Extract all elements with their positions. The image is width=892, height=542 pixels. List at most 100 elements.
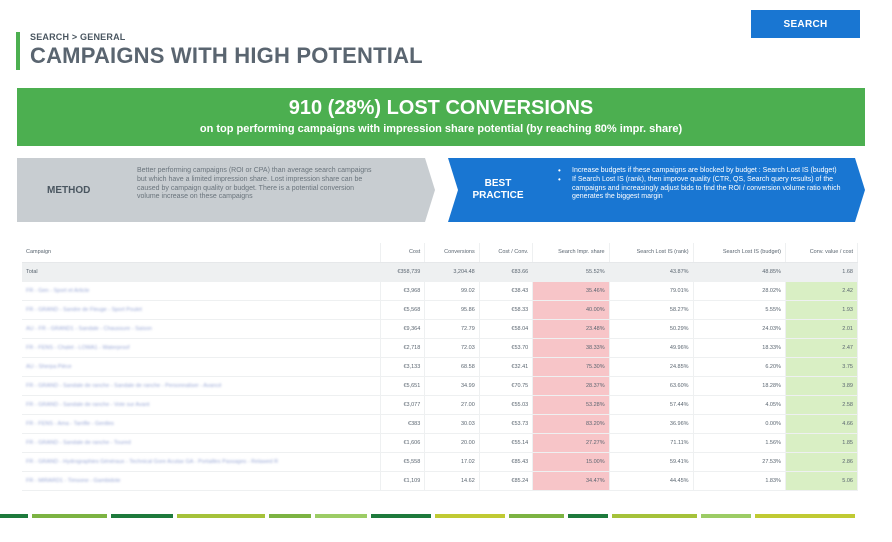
campaign-name-cell[interactable]: FR - FENS - Ama - Tarrifle - Gentles [22, 414, 382, 434]
search-button[interactable]: SEARCH [751, 10, 860, 38]
table-cell: 28.02% [693, 281, 786, 301]
table-cell: 18.33% [693, 338, 786, 358]
table-cell: 99.02 [424, 281, 480, 301]
table-cell: 2.58 [785, 395, 859, 415]
table-body: Total €358,739 3,204.48 €83.66 55.52% 43.87% 4… [22, 262, 859, 491]
table-row[interactable]: FR - GRAND - Sandale de ranche - Toured €… [22, 433, 859, 453]
table-cell: 30.03 [424, 414, 480, 434]
table-cell: €1,606 [380, 433, 426, 453]
campaign-name-cell[interactable]: FR - MIRARD1 - Timsone - Gambidote [22, 471, 382, 491]
table-row[interactable]: FR - Gen - Sport et Article €3,968 99.02 €3… [22, 281, 859, 301]
banner-title: 910 (28%) LOST CONVERSIONS [288, 97, 594, 119]
table-cell: 17.02 [424, 452, 480, 472]
table-row[interactable]: FR - GRAND - Hydrographies Généraux - Te… [22, 452, 859, 472]
table-cell: €83.66 [479, 262, 534, 282]
footer-segment [701, 514, 751, 518]
table-cell: 59.41% [609, 452, 694, 472]
table-cell: 14.62 [424, 471, 480, 491]
column-header[interactable]: Cost [380, 243, 426, 263]
footer-segment [269, 514, 311, 518]
table-cell: 2.86 [785, 452, 859, 472]
table-row[interactable]: FR - FENS - Ama - Tarrifle - Gentles €383… [22, 414, 859, 434]
column-header[interactable]: Campaign [22, 243, 382, 263]
table-cell: 43.87% [609, 262, 694, 282]
table-cell: 44.45% [609, 471, 694, 491]
table-cell: 4.66 [785, 414, 859, 434]
campaign-name-cell[interactable]: FR - Gen - Sport et Article [22, 281, 382, 301]
table-cell: 1.56% [693, 433, 786, 453]
footer-segment [111, 514, 173, 518]
table-cell: 28.37% [532, 376, 610, 396]
campaign-name-cell[interactable]: FR - GRAND - Sandale de ranche - Toured [22, 433, 382, 453]
table-cell: 1.68 [785, 262, 859, 282]
column-header[interactable]: Cost / Conv. [479, 243, 534, 263]
footer-segment [568, 514, 608, 518]
table-cell: 5.06 [785, 471, 859, 491]
campaign-name-cell[interactable]: AU - FR - GRAND1 - Sandale - Chaussure -… [22, 319, 382, 339]
table-cell: 83.20% [532, 414, 610, 434]
table-row[interactable]: FR - GRAND - Sandre de Fleuge - Sport Po… [22, 300, 859, 320]
table-cell: 15.00% [532, 452, 610, 472]
campaign-name-cell[interactable]: FR - GRAND - Sandale de ranche - Vote su… [22, 395, 382, 415]
table-cell: 35.46% [532, 281, 610, 301]
campaign-name-cell[interactable]: AU - Sherpa Pièce [22, 357, 382, 377]
table-cell: 34.99 [424, 376, 480, 396]
best-practice-item: If Search Lost IS (rank), then improve q… [558, 176, 843, 202]
table-cell: 34.47% [532, 471, 610, 491]
table-cell: €58.04 [479, 319, 534, 339]
table-cell: 27.27% [532, 433, 610, 453]
table-cell: €2,718 [380, 338, 426, 358]
column-header[interactable]: Search Lost IS (rank) [609, 243, 694, 263]
table-cell: 49.96% [609, 338, 694, 358]
table-cell: €32.41 [479, 357, 534, 377]
table-row[interactable]: FR - GRAND - Sandale de ranche - Sandale… [22, 376, 859, 396]
table-row[interactable]: FR - MIRARD1 - Timsone - Gambidote €1,109… [22, 471, 859, 491]
column-header[interactable]: Search Lost IS (budget) [693, 243, 786, 263]
footer-segment [0, 514, 28, 518]
campaign-name-cell[interactable]: FR - FENS - Chalet - LOWA1 - Waterproof [22, 338, 382, 358]
best-practice-label: BEST PRACTICE [472, 178, 524, 201]
table-cell: 72.03 [424, 338, 480, 358]
footer-segment [32, 514, 107, 518]
column-header[interactable]: Conv. value / cost [785, 243, 859, 263]
table-cell: €9,364 [380, 319, 426, 339]
table-cell: 27.53% [693, 452, 786, 472]
table-cell: €85.43 [479, 452, 534, 472]
table-cell: 75.30% [532, 357, 610, 377]
column-header[interactable]: Search Impr. share [532, 243, 610, 263]
table-cell: €3,077 [380, 395, 426, 415]
table-row[interactable]: FR - GRAND - Sandale de ranche - Vote su… [22, 395, 859, 415]
footer-segment [315, 514, 367, 518]
table-cell: 48.85% [693, 262, 786, 282]
table-cell: 2.47 [785, 338, 859, 358]
campaigns-table-container: Campaign Cost Conversions Cost / Conv. Searc… [22, 243, 859, 503]
table-cell: €58.33 [479, 300, 534, 320]
table-cell: €1,109 [380, 471, 426, 491]
table-row[interactable]: FR - FENS - Chalet - LOWA1 - Waterproof €… [22, 338, 859, 358]
table-cell: €383 [380, 414, 426, 434]
footer-segment [371, 514, 431, 518]
table-cell: €3,968 [380, 281, 426, 301]
campaign-name-cell[interactable]: FR - GRAND - Hydrographies Généraux - Te… [22, 452, 382, 472]
table-cell: 20.00 [424, 433, 480, 453]
table-cell: 72.79 [424, 319, 480, 339]
column-header[interactable]: Conversions [424, 243, 480, 263]
table-cell: 23.48% [532, 319, 610, 339]
campaign-name-cell[interactable]: FR - GRAND - Sandale de ranche - Sandale… [22, 376, 382, 396]
campaign-name-cell: Total [22, 262, 382, 282]
table-cell: 24.03% [693, 319, 786, 339]
table-cell: 95.86 [424, 300, 480, 320]
method-label: METHOD [47, 185, 91, 196]
table-row[interactable]: AU - FR - GRAND1 - Sandale - Chaussure -… [22, 319, 859, 339]
table-cell: 68.58 [424, 357, 480, 377]
campaign-name-cell[interactable]: FR - GRAND - Sandre de Fleuge - Sport Po… [22, 300, 382, 320]
table-cell: €38.43 [479, 281, 534, 301]
footer-segment [509, 514, 564, 518]
table-cell: 71.11% [609, 433, 694, 453]
table-cell: 79.01% [609, 281, 694, 301]
table-cell: 18.28% [693, 376, 786, 396]
table-row[interactable]: AU - Sherpa Pièce €3,133 68.58 €32.41 75.30%… [22, 357, 859, 377]
best-practice-box: BEST PRACTICE Increase budgets if these … [448, 158, 865, 222]
footer-segment [177, 514, 265, 518]
table-cell: 1.83% [693, 471, 786, 491]
